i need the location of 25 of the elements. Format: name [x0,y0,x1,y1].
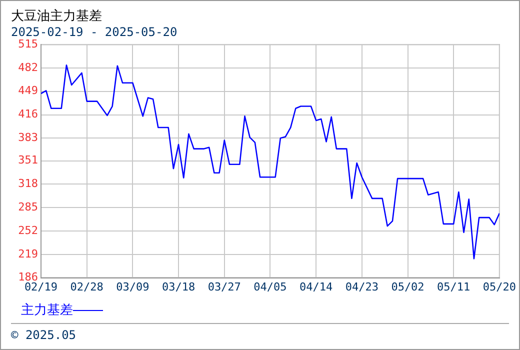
x-tick-label: 03/09 [116,280,150,294]
x-tick-label: 05/11 [437,280,470,294]
x-tick-label: 02/28 [70,280,104,294]
y-tick-label: 383 [18,131,38,144]
legend-label: 主力基差 [21,302,73,319]
x-tick-label: 02/19 [24,280,58,294]
x-tick-label: 05/20 [482,280,516,294]
x-tick-label: 04/05 [254,280,287,294]
y-tick-label: 449 [18,84,38,98]
x-tick-label: 03/27 [208,280,241,294]
x-tick-label: 03/18 [162,280,196,294]
text: © 2025.05 [11,323,509,342]
y-tick-label: 252 [18,224,38,237]
x-tick-label: 04/23 [345,280,378,294]
y-tick-label: 318 [18,177,38,190]
x-tick-label: 04/14 [300,280,333,294]
chart-title: 大豆油主力基差 [11,8,102,25]
x-tick-label: 05/02 [391,280,424,294]
y-tick-label: 515 [18,37,38,50]
y-tick-label: 219 [18,247,38,260]
chart-subtitle: 2025-02-19 - 2025-05-20 [11,25,178,39]
y-tick-label: 351 [18,154,38,167]
y-tick-label: 482 [18,60,38,74]
y-tick-label: 416 [18,108,38,121]
y-tick-label: 285 [18,200,38,214]
